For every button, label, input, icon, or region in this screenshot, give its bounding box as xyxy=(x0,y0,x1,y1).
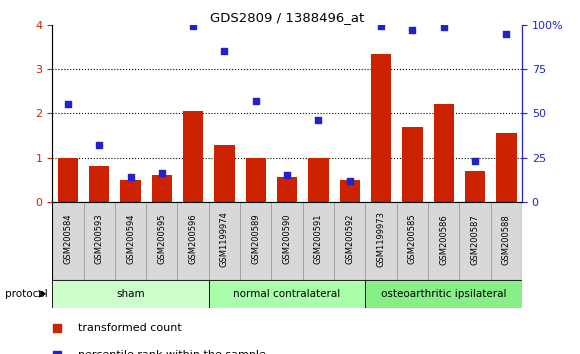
Bar xyxy=(240,202,271,280)
Bar xyxy=(371,53,392,202)
Title: GDS2809 / 1388496_at: GDS2809 / 1388496_at xyxy=(210,11,364,24)
Bar xyxy=(89,166,110,202)
Point xyxy=(345,178,354,183)
Text: GSM200588: GSM200588 xyxy=(502,214,511,264)
Bar xyxy=(365,202,397,280)
Text: GSM1199974: GSM1199974 xyxy=(220,211,229,267)
Text: GSM200590: GSM200590 xyxy=(282,214,292,264)
Bar xyxy=(120,180,141,202)
Bar xyxy=(339,180,360,202)
Bar xyxy=(183,111,204,202)
Text: GSM200587: GSM200587 xyxy=(470,214,480,264)
Bar xyxy=(428,202,459,280)
Bar xyxy=(209,280,365,308)
Bar xyxy=(271,202,303,280)
Point xyxy=(157,171,166,176)
Bar xyxy=(115,202,146,280)
Bar xyxy=(52,202,84,280)
Point xyxy=(376,23,386,29)
Bar xyxy=(177,202,209,280)
Text: GSM200585: GSM200585 xyxy=(408,214,417,264)
Bar xyxy=(52,280,209,308)
Text: GSM200594: GSM200594 xyxy=(126,214,135,264)
Text: GSM200591: GSM200591 xyxy=(314,214,323,264)
Bar xyxy=(214,145,235,202)
Bar xyxy=(496,133,517,202)
Point xyxy=(408,27,417,33)
Point xyxy=(470,158,480,164)
Point xyxy=(188,23,198,29)
Text: GSM200584: GSM200584 xyxy=(63,214,72,264)
Text: percentile rank within the sample: percentile rank within the sample xyxy=(78,350,266,354)
Text: protocol: protocol xyxy=(5,289,48,299)
Bar xyxy=(151,175,172,202)
Bar xyxy=(303,202,334,280)
Bar xyxy=(402,127,423,202)
Text: GSM200595: GSM200595 xyxy=(157,214,166,264)
Bar xyxy=(209,202,240,280)
Bar xyxy=(397,202,428,280)
Bar xyxy=(245,158,266,202)
Point xyxy=(63,102,72,107)
Point xyxy=(282,172,292,178)
Point xyxy=(314,118,323,123)
Point xyxy=(251,98,260,104)
Point xyxy=(439,24,448,29)
Text: normal contralateral: normal contralateral xyxy=(234,289,340,299)
Bar xyxy=(146,202,177,280)
Text: GSM200586: GSM200586 xyxy=(439,214,448,264)
Bar xyxy=(465,171,485,202)
Bar xyxy=(84,202,115,280)
Text: GSM200596: GSM200596 xyxy=(188,214,198,264)
Text: GSM200592: GSM200592 xyxy=(345,214,354,264)
Bar xyxy=(308,158,329,202)
Point xyxy=(220,48,229,54)
Bar xyxy=(459,202,491,280)
Point xyxy=(95,142,104,148)
Bar xyxy=(57,158,78,202)
Text: sham: sham xyxy=(116,289,145,299)
Bar xyxy=(334,202,365,280)
Text: osteoarthritic ipsilateral: osteoarthritic ipsilateral xyxy=(381,289,506,299)
Bar xyxy=(433,104,454,202)
Point xyxy=(126,174,135,180)
Point xyxy=(502,31,511,36)
Text: GSM200593: GSM200593 xyxy=(95,214,104,264)
Text: transformed count: transformed count xyxy=(78,323,182,333)
Text: GSM1199973: GSM1199973 xyxy=(376,211,386,267)
Bar xyxy=(365,280,522,308)
Bar xyxy=(491,202,522,280)
Bar xyxy=(277,177,298,202)
Text: GSM200589: GSM200589 xyxy=(251,214,260,264)
